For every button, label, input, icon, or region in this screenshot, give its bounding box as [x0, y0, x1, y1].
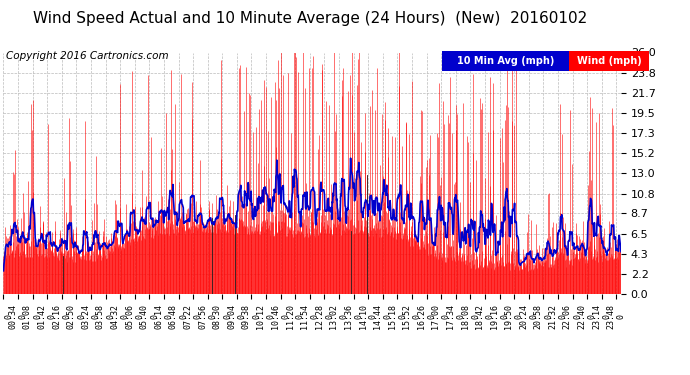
Text: Copyright 2016 Cartronics.com: Copyright 2016 Cartronics.com	[6, 51, 168, 61]
Text: Wind Speed Actual and 10 Minute Average (24 Hours)  (New)  20160102: Wind Speed Actual and 10 Minute Average …	[33, 11, 588, 26]
Text: Wind (mph): Wind (mph)	[577, 56, 641, 66]
Text: 10 Min Avg (mph): 10 Min Avg (mph)	[457, 56, 554, 66]
